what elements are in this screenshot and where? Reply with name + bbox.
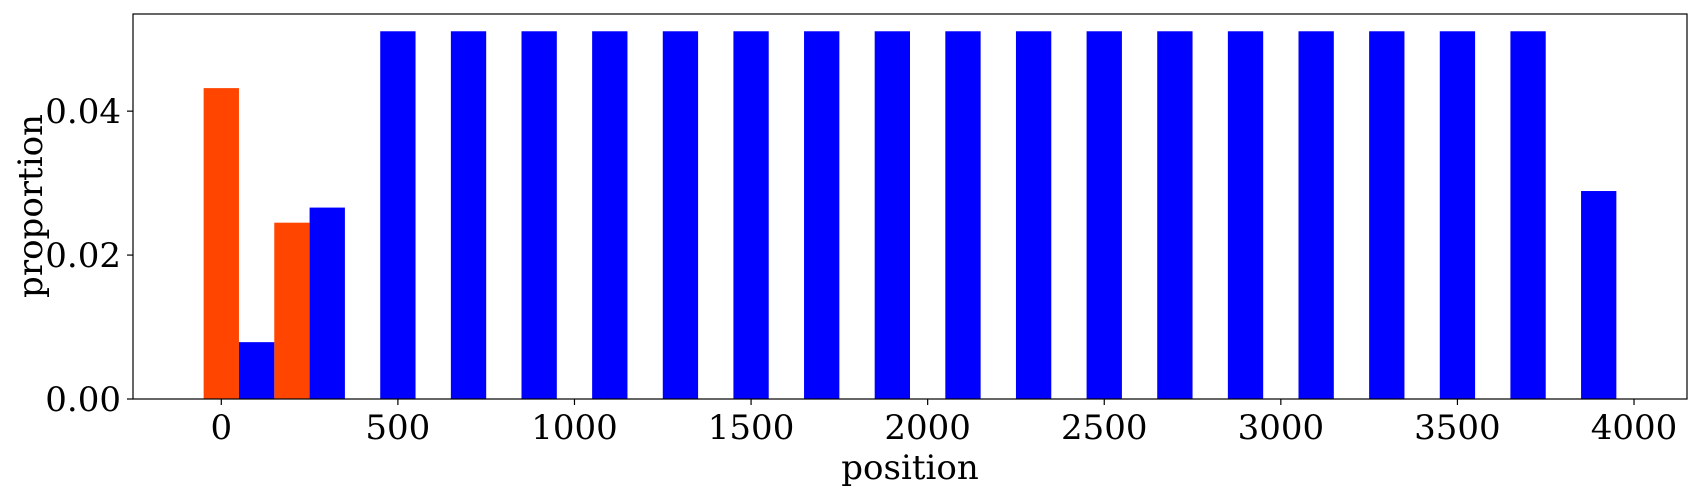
bar-series-1-2 <box>380 31 416 400</box>
bar-series-1-4 <box>521 31 557 400</box>
y-axis: 0.00 0.02 0.04 <box>45 92 133 420</box>
x-tick-label: 1500 <box>708 408 795 448</box>
bar-series-1-17 <box>1439 31 1476 400</box>
bar-series-1-18 <box>1510 31 1546 400</box>
x-tick-label: 0 <box>210 408 232 448</box>
bar-series-1-6 <box>662 31 699 400</box>
bar-series-1-15 <box>1298 31 1334 400</box>
y-tick-label: 0.00 <box>45 380 121 420</box>
bar-series-1-10 <box>945 31 981 400</box>
bar-series-1-1 <box>309 207 345 399</box>
bar-series-1-19 <box>1581 191 1617 399</box>
x-tick-label: 500 <box>365 408 430 448</box>
bar-series-1-5 <box>592 31 628 400</box>
bar-series-1-9 <box>874 31 910 400</box>
bar-series-0-1 <box>274 222 310 399</box>
y-axis-label: proportion <box>11 114 51 298</box>
bar-series-1-13 <box>1157 31 1193 400</box>
x-tick-label: 3500 <box>1414 408 1501 448</box>
bar-series-0-0 <box>203 88 239 400</box>
y-tick-label: 0.02 <box>45 236 121 276</box>
bar-series-1-7 <box>733 31 769 400</box>
x-axis-label: position <box>841 448 978 488</box>
bar-series-1-14 <box>1227 31 1264 400</box>
x-tick-label: 3000 <box>1238 408 1325 448</box>
x-tick-label: 1000 <box>531 408 618 448</box>
x-tick-label: 2000 <box>884 408 971 448</box>
x-tick-label: 2500 <box>1061 408 1148 448</box>
bar-series-1-11 <box>1015 31 1052 400</box>
bar-series-1-12 <box>1086 31 1122 400</box>
bar-series-1-0 <box>238 342 275 399</box>
x-tick-label: 4000 <box>1591 408 1678 448</box>
x-axis: 0 500 1000 1500 2000 2500 3000 3500 4000 <box>210 399 1677 448</box>
bar-series-1-16 <box>1369 31 1405 400</box>
bars-group <box>203 31 1617 400</box>
plot-frame <box>132 13 1688 400</box>
y-tick-label: 0.04 <box>45 92 121 132</box>
bar-series-1-8 <box>804 31 840 400</box>
bar-series-1-3 <box>450 31 487 400</box>
